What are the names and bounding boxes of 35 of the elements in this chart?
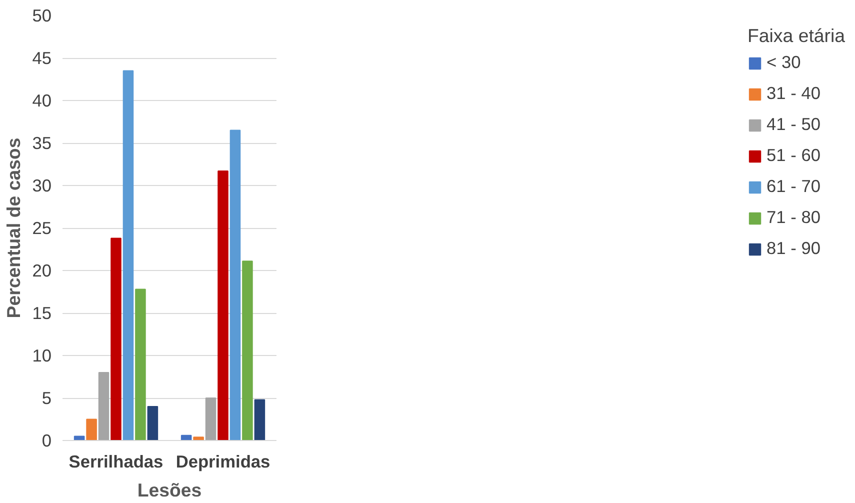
legend-label: 41 - 50 (766, 114, 820, 135)
bar (193, 436, 204, 440)
y-tick-label: 20 (32, 260, 52, 280)
bar (254, 399, 266, 440)
y-tick-label: 0 (42, 430, 52, 450)
bar (110, 238, 122, 440)
bar (242, 260, 253, 440)
y-tick-label: 40 (32, 90, 52, 110)
bar (147, 406, 158, 440)
y-tick-label: 25 (32, 218, 52, 238)
bar (230, 130, 241, 440)
legend-label: 71 - 80 (766, 207, 820, 228)
legend-label: 51 - 60 (766, 145, 820, 166)
y-axis-title: Percentual de casos (3, 138, 24, 318)
y-tick-label: 50 (32, 6, 52, 26)
x-tick-label: Serrilhadas (68, 452, 164, 472)
legend-label: 31 - 40 (766, 83, 820, 104)
bar (98, 372, 110, 440)
y-tick-label: 10 (32, 346, 52, 366)
legend-label: 61 - 70 (766, 176, 820, 197)
legend-title: Faixa etária (748, 25, 845, 47)
bar (122, 70, 134, 440)
bar (205, 398, 216, 440)
legend-label: 81 - 90 (766, 238, 820, 259)
y-tick-label: 45 (32, 48, 52, 68)
bar (218, 170, 228, 440)
y-tick-label: 15 (32, 303, 52, 323)
x-tick-label: Deprimidas (176, 452, 270, 472)
y-tick-label: 30 (32, 176, 52, 196)
bar (86, 418, 97, 440)
y-tick-label: 35 (32, 133, 52, 153)
legend-label: < 30 (766, 52, 801, 73)
y-tick-label: 5 (42, 388, 52, 408)
bar (135, 288, 146, 440)
x-axis-title: Lesões (137, 480, 202, 500)
